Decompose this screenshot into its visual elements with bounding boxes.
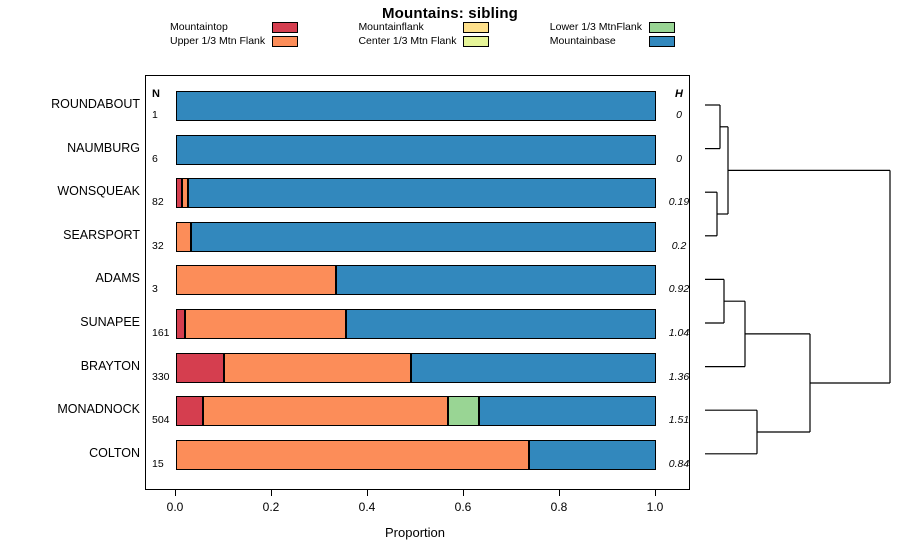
legend-label: Mountainbase bbox=[549, 35, 616, 47]
h-column-header: H bbox=[675, 88, 683, 100]
bar-segment-mountainbase bbox=[411, 352, 656, 383]
bar-segment-lower-1-3-mtnflank bbox=[448, 396, 479, 427]
x-tick-label: 1.0 bbox=[646, 500, 664, 514]
x-tick-label: 0.0 bbox=[166, 500, 184, 514]
plot-area: N H 1 0 6 0 82 0.19 32 0.2 3 0.92 161 1.04 330 1.36 50… bbox=[145, 75, 690, 490]
row-label: BRAYTON bbox=[80, 358, 140, 373]
bar-segment-mountainbase bbox=[528, 439, 656, 470]
bar-segment-upper-1-3-mtn-flank bbox=[203, 396, 449, 427]
bar-segment-mountainbase bbox=[478, 396, 656, 427]
bar-row bbox=[176, 396, 656, 427]
bar-segment-mountainbase bbox=[335, 265, 656, 296]
legend-group: Lower 1/3 MtnFlank Mountainbase bbox=[550, 21, 675, 47]
bar-row bbox=[176, 265, 656, 296]
legend-swatch bbox=[272, 21, 299, 33]
bar-segment-mountainbase bbox=[176, 134, 656, 165]
x-tick-label: 0.4 bbox=[358, 500, 376, 514]
bar-row bbox=[176, 221, 656, 252]
row-label: SEARSPORT bbox=[63, 227, 140, 242]
row-label: COLTON bbox=[89, 445, 140, 460]
legend-group: Mountainflank Center 1/3 Mtn Flank bbox=[358, 21, 490, 47]
legend-label: Upper 1/3 Mtn Flank bbox=[170, 35, 266, 47]
bar-row bbox=[176, 352, 656, 383]
x-axis-tick bbox=[270, 490, 272, 496]
bar-row bbox=[176, 134, 656, 165]
x-axis-tick bbox=[558, 490, 560, 496]
legend-swatch bbox=[649, 35, 675, 47]
row-label: SUNAPEE bbox=[80, 315, 140, 329]
x-axis-tick bbox=[366, 490, 368, 496]
n-value: 82 bbox=[152, 196, 164, 209]
x-axis-title: Proportion bbox=[385, 525, 445, 540]
x-axis-tick bbox=[462, 490, 464, 496]
row-label: MONADNOCK bbox=[57, 402, 140, 417]
bar-row bbox=[176, 178, 656, 209]
h-value: 0.2 bbox=[671, 239, 687, 252]
n-value: 1 bbox=[152, 109, 158, 121]
bar-segment-mountaintop bbox=[176, 178, 182, 209]
row-label: WONSQUEAK bbox=[57, 184, 140, 199]
bar-row bbox=[176, 91, 656, 121]
x-tick-label: 0.2 bbox=[262, 500, 280, 514]
row-label: ADAMS bbox=[95, 271, 140, 286]
bar-segment-mountainbase bbox=[176, 91, 656, 121]
bar-segment-upper-1-3-mtn-flank bbox=[176, 221, 191, 252]
n-value: 161 bbox=[152, 327, 170, 339]
h-value: 0.19 bbox=[668, 196, 690, 209]
legend-label: Mountaintop bbox=[170, 21, 228, 33]
bar-segment-upper-1-3-mtn-flank bbox=[176, 265, 336, 296]
bar-segment-upper-1-3-mtn-flank bbox=[185, 309, 346, 339]
n-value: 15 bbox=[152, 457, 164, 470]
legend-label: Center 1/3 Mtn Flank bbox=[358, 35, 457, 47]
row-label: NAUMBURG bbox=[67, 140, 140, 155]
x-axis-tick bbox=[654, 490, 656, 496]
legend-label: Lower 1/3 MtnFlank bbox=[549, 21, 642, 33]
n-value: 330 bbox=[152, 370, 170, 383]
bar-segment-mountaintop bbox=[176, 396, 204, 427]
h-value: 1.04 bbox=[668, 327, 690, 339]
n-column-header: N bbox=[152, 88, 160, 100]
h-value: 0.84 bbox=[668, 457, 690, 470]
bar-segment-mountainbase bbox=[188, 178, 656, 209]
x-axis-tick bbox=[174, 490, 176, 496]
legend-swatch bbox=[649, 21, 675, 33]
n-value: 32 bbox=[152, 239, 164, 252]
h-value: 0.92 bbox=[668, 283, 690, 296]
bar-segment-mountaintop bbox=[176, 352, 224, 383]
row-label: ROUNDABOUT bbox=[51, 97, 140, 111]
x-tick-label: 0.8 bbox=[550, 500, 568, 514]
bar-segment-upper-1-3-mtn-flank bbox=[176, 439, 529, 470]
legend-label: Mountainflank bbox=[358, 21, 424, 33]
h-value: 1.51 bbox=[668, 414, 690, 427]
legend-swatch bbox=[463, 35, 490, 47]
bar-segment-upper-1-3-mtn-flank bbox=[224, 352, 412, 383]
legend-group: Mountaintop Upper 1/3 Mtn Flank bbox=[170, 21, 299, 47]
legend-swatch bbox=[272, 35, 299, 47]
bar-segment-mountaintop bbox=[176, 309, 186, 339]
n-value: 504 bbox=[152, 414, 170, 427]
legend: Mountaintop Upper 1/3 Mtn Flank Mountainfl… bbox=[170, 21, 675, 47]
chart-title: Mountains: sibling bbox=[381, 5, 519, 22]
h-value: 1.36 bbox=[668, 370, 690, 383]
bar-segment-mountainbase bbox=[345, 309, 656, 339]
h-value: 0 bbox=[676, 152, 682, 165]
legend-swatch bbox=[463, 21, 490, 33]
n-value: 6 bbox=[152, 152, 158, 165]
bar-row bbox=[176, 439, 656, 470]
bar-row bbox=[176, 309, 656, 339]
x-tick-label: 0.6 bbox=[454, 500, 472, 514]
n-value: 3 bbox=[152, 283, 158, 296]
h-value: 0 bbox=[676, 109, 682, 121]
bar-segment-mountainbase bbox=[190, 221, 656, 252]
bar-segment-upper-1-3-mtn-flank bbox=[181, 178, 189, 209]
